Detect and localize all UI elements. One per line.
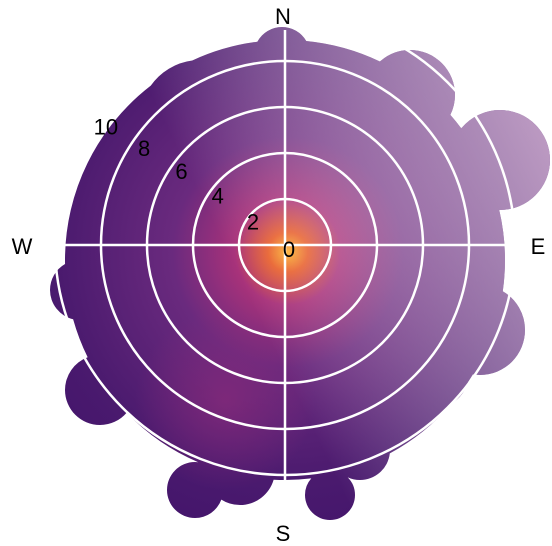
- grid-ring: [53, 13, 517, 477]
- r-tick-label: 6: [175, 159, 187, 184]
- direction-label: N: [275, 4, 291, 29]
- grid-ring: [99, 59, 471, 431]
- r-tick-label: 0: [283, 237, 295, 262]
- grid-ring: [237, 197, 333, 293]
- grid-ring: [191, 151, 379, 339]
- direction-label: W: [12, 234, 33, 259]
- r-tick-label: 10: [94, 115, 118, 140]
- r-tick-label: 8: [138, 136, 150, 161]
- direction-label: S: [276, 521, 291, 546]
- direction-label: E: [531, 234, 546, 259]
- grid-ring: [145, 105, 425, 385]
- polar-grid: [45, 13, 525, 505]
- r-tick-label: 4: [212, 183, 224, 208]
- r-tick-label: 2: [247, 209, 259, 234]
